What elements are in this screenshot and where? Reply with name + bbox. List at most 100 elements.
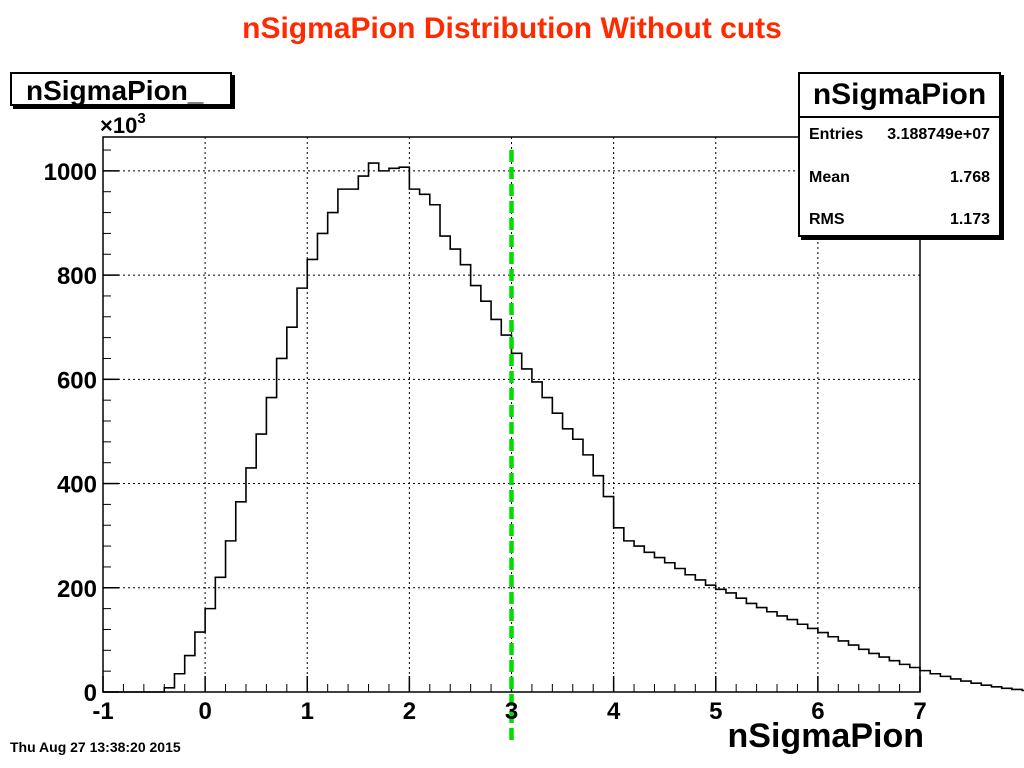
histogram-bin xyxy=(236,502,246,692)
histogram-bin xyxy=(818,633,828,692)
histogram-bin xyxy=(777,616,787,692)
datestamp: Thu Aug 27 13:38:20 2015 xyxy=(10,739,181,755)
stats-rms-row: RMS 1.173 xyxy=(809,211,990,229)
x-tick-label: 1 xyxy=(301,698,314,725)
histogram-bin xyxy=(787,620,797,692)
histogram-bin xyxy=(399,167,409,692)
histogram-bin xyxy=(379,171,389,692)
histogram-bin xyxy=(532,382,542,692)
histogram-bin xyxy=(706,585,716,692)
histogram-bin xyxy=(644,552,654,692)
histogram-bin xyxy=(859,649,869,692)
histogram-bin xyxy=(828,637,838,692)
stats-box: nSigmaPion Entries 3.188749e+07 Mean 1.7… xyxy=(798,72,1001,237)
y-tick-label: 600 xyxy=(57,367,97,394)
histogram-bin xyxy=(389,168,399,692)
histogram-bin xyxy=(185,656,195,692)
histogram-bin xyxy=(287,327,297,692)
histogram-bin xyxy=(471,286,481,692)
histogram-bin xyxy=(654,558,664,692)
histogram-bin xyxy=(215,577,225,692)
histogram-bin xyxy=(297,288,307,692)
histogram-bin xyxy=(491,319,501,692)
histogram-bin xyxy=(317,233,327,692)
histogram-bin xyxy=(583,455,593,692)
histogram-bin xyxy=(981,685,991,692)
histogram-bin xyxy=(910,668,920,692)
histogram-bin xyxy=(226,541,236,692)
histogram-bin xyxy=(174,674,184,692)
x-tick-label: 4 xyxy=(607,698,621,725)
histogram-bin xyxy=(767,612,777,692)
y-multiplier-label: ×103 xyxy=(100,110,146,138)
x-tick-label: 0 xyxy=(198,698,211,725)
x-tick-label: 2 xyxy=(403,698,416,725)
histogram-bin xyxy=(307,259,317,692)
histogram-bin xyxy=(369,163,379,692)
histogram-bin xyxy=(481,301,491,692)
histogram-bin xyxy=(624,541,634,692)
y-tick-label: 0 xyxy=(84,680,97,707)
histogram-bin xyxy=(900,664,910,692)
histogram-bin xyxy=(716,589,726,692)
histogram-bin xyxy=(797,624,807,692)
histogram-bin xyxy=(757,608,767,692)
histogram-bin xyxy=(879,657,889,692)
stats-mean-value: 1.768 xyxy=(949,169,990,186)
histogram-bin xyxy=(634,546,644,692)
canvas-title: nSigmaPion Distribution Without cuts xyxy=(242,12,782,45)
histogram-bin xyxy=(838,641,848,692)
stats-title: nSigmaPion xyxy=(800,74,999,118)
x-tick-label: 3 xyxy=(505,698,518,725)
histogram-bin xyxy=(328,213,338,692)
histogram-bin xyxy=(869,653,879,692)
histogram-bin xyxy=(920,671,930,692)
histogram-bin xyxy=(420,194,430,692)
histogram-bin xyxy=(450,249,460,692)
histogram-bin xyxy=(614,528,624,692)
stats-entries-label: Entries xyxy=(809,126,864,143)
histogram-outline xyxy=(103,162,1024,693)
histogram-bin xyxy=(440,236,450,692)
histogram-bin xyxy=(563,429,573,692)
histogram-bin xyxy=(746,603,756,692)
histogram-bin xyxy=(256,434,266,692)
x-axis-label: nSigmaPion xyxy=(727,717,924,755)
histogram-bin xyxy=(971,683,981,692)
histogram-bin xyxy=(951,679,961,692)
histogram-bin xyxy=(808,628,818,692)
histogram-bin xyxy=(542,398,552,692)
histogram-bin xyxy=(348,189,358,692)
histogram-bin xyxy=(961,681,971,692)
stats-entries-row: Entries 3.188749e+07 xyxy=(809,126,990,144)
y-tick-label: 400 xyxy=(57,472,97,499)
histogram-bin xyxy=(338,189,348,692)
y-tick-label: 800 xyxy=(57,263,97,290)
x-tick-label: 5 xyxy=(709,698,722,725)
histogram-bin xyxy=(205,609,215,692)
histogram-bin xyxy=(695,580,705,692)
histogram-bin xyxy=(460,265,470,692)
stats-mean-row: Mean 1.768 xyxy=(809,169,990,187)
grid-lines xyxy=(103,137,920,692)
histogram-bin xyxy=(849,645,859,692)
stats-mean-label: Mean xyxy=(809,169,850,186)
histogram-bin xyxy=(726,593,736,692)
histogram-bin xyxy=(930,674,940,692)
histogram-bin xyxy=(665,563,675,692)
histogram-bin xyxy=(593,476,603,692)
histogram-name-box: nSigmaPion_ xyxy=(10,72,232,106)
histogram-bin xyxy=(573,439,583,692)
x-tick-label: -1 xyxy=(92,698,113,725)
stats-entries-value: 3.188749e+07 xyxy=(887,126,990,143)
x-tick-label: 6 xyxy=(811,698,824,725)
stats-rms-label: RMS xyxy=(809,211,845,228)
histogram-bin xyxy=(736,598,746,692)
histogram-bin xyxy=(246,468,256,692)
histogram-bin xyxy=(512,353,522,692)
histogram-bin xyxy=(685,575,695,692)
histogram-bin xyxy=(277,358,287,692)
histogram-bin xyxy=(675,568,685,692)
